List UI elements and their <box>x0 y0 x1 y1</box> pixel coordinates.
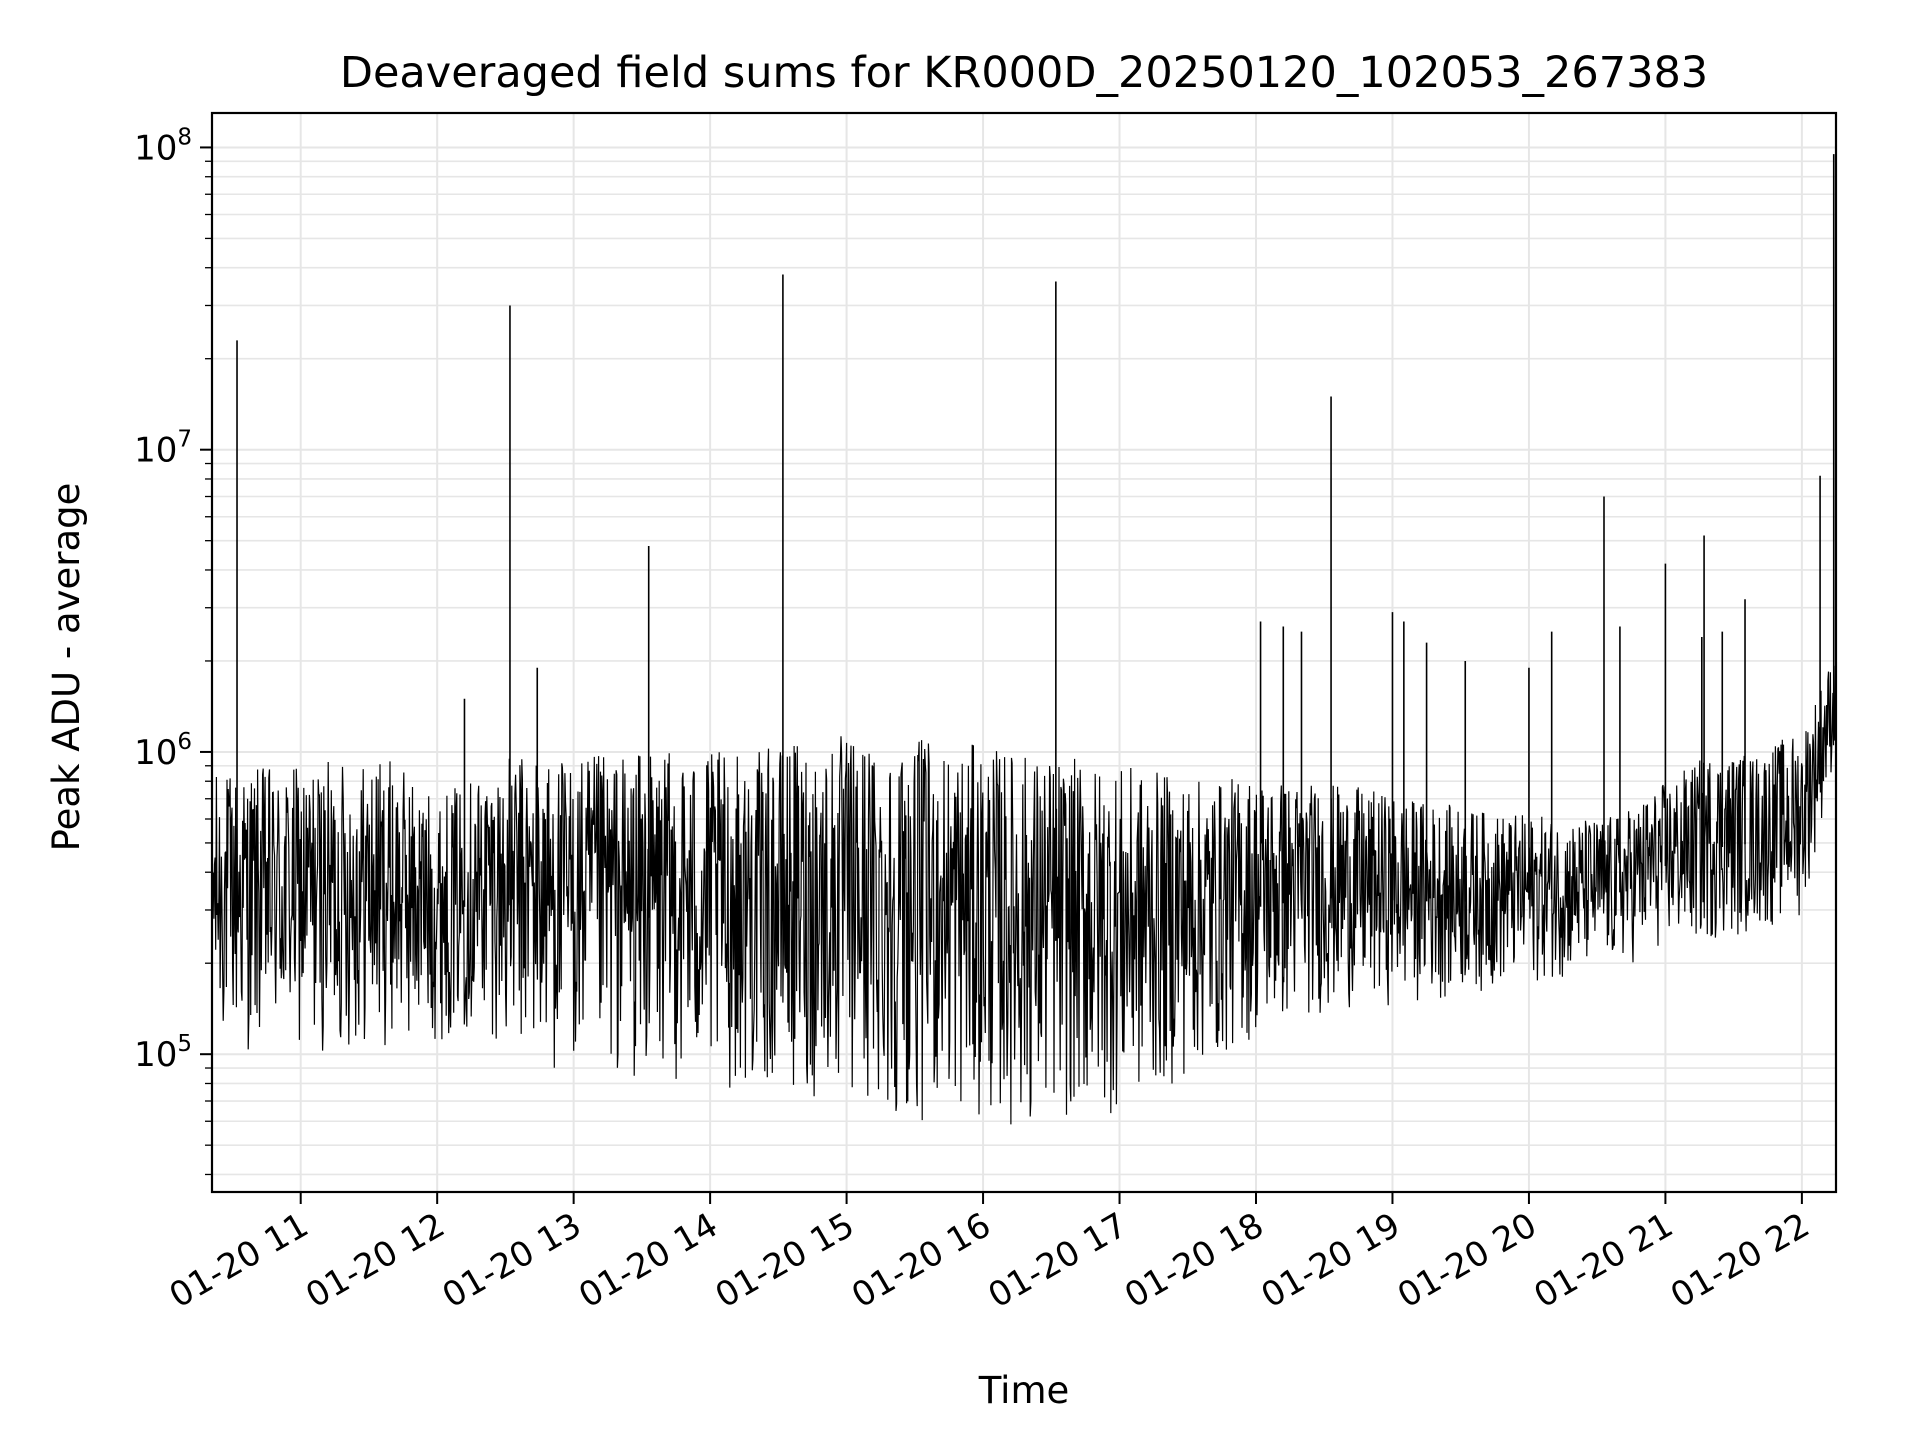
x-axis-label: Time <box>978 1369 1070 1412</box>
y-tick-label: 107 <box>134 427 192 471</box>
series-line <box>211 665 1837 1125</box>
chart-title: Deaveraged field sums for KR000D_2025012… <box>340 48 1708 98</box>
plot-frame <box>210 111 1838 1194</box>
series-layer <box>211 154 1837 1125</box>
y-tick-label: 105 <box>134 1031 192 1075</box>
y-tick-label: 108 <box>134 124 192 168</box>
y-tick-label: 106 <box>134 729 192 773</box>
gridlines <box>212 113 1836 1192</box>
y-axis-label: Peak ADU - average <box>45 483 88 852</box>
